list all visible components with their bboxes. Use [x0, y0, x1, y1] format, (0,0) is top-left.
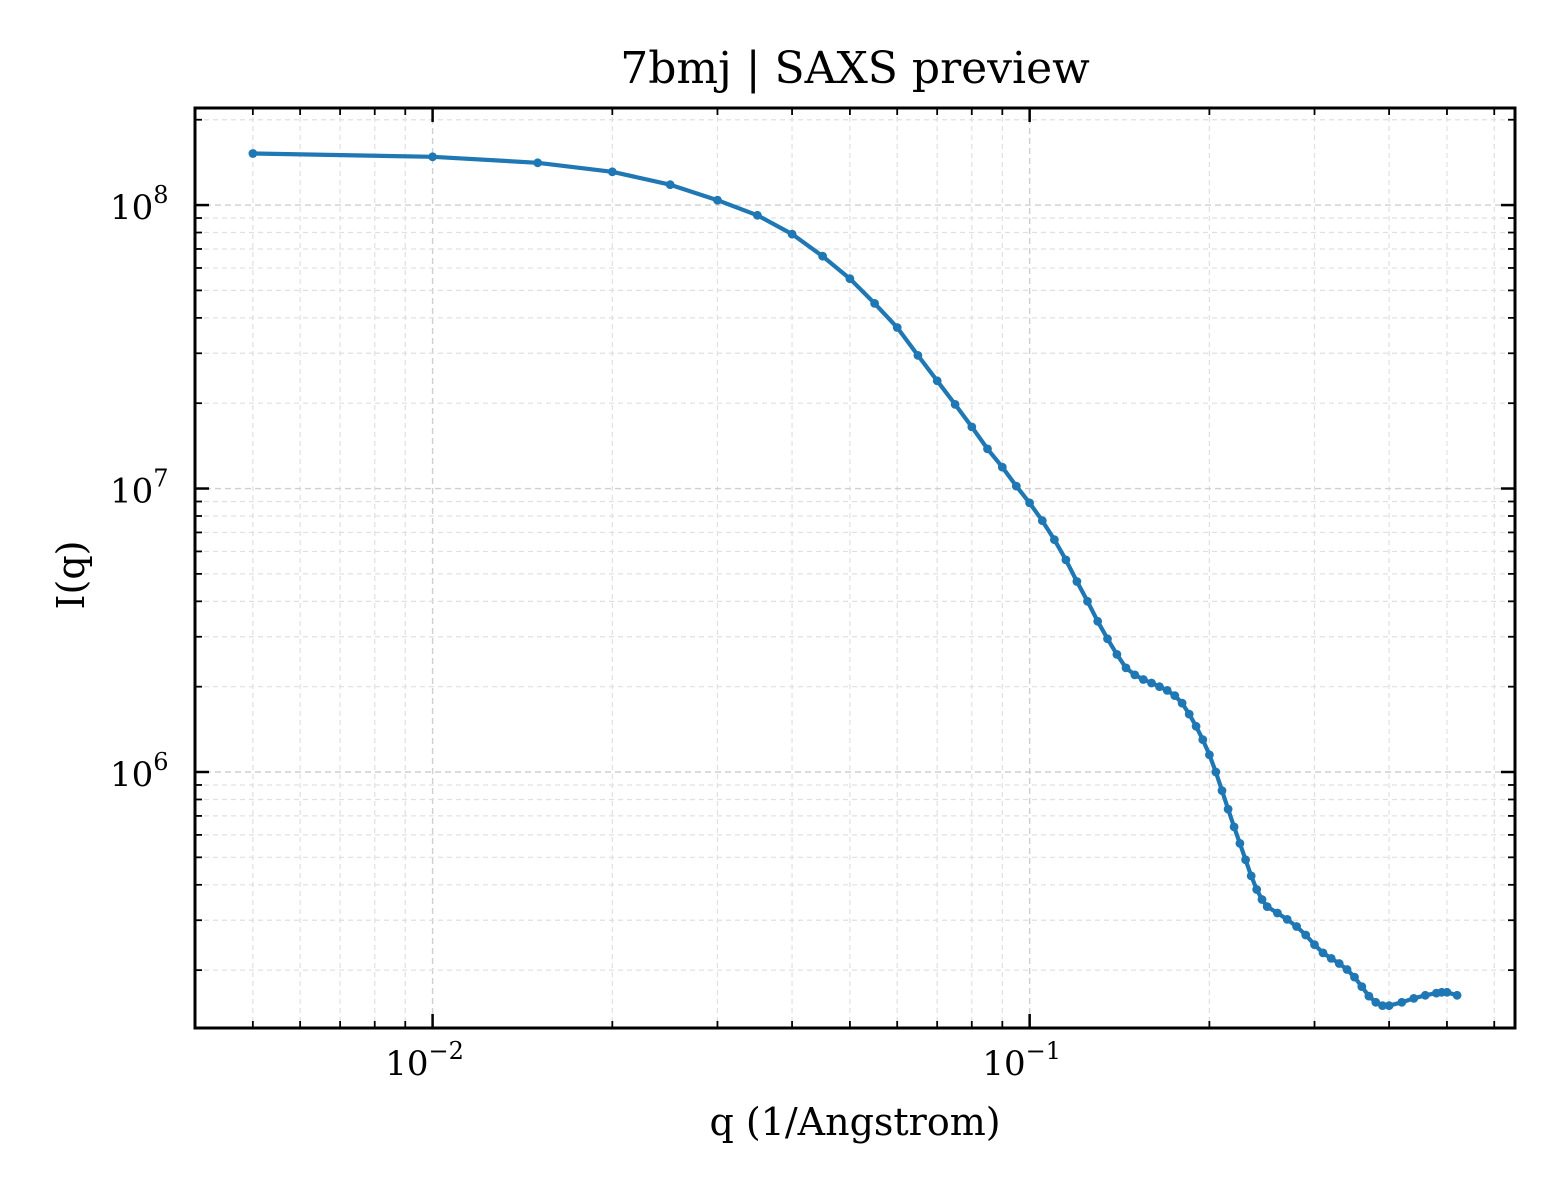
data-point	[1147, 678, 1156, 688]
series-line-layer	[250, 151, 1460, 1008]
grid	[194, 108, 1515, 1028]
data-point	[1072, 577, 1082, 586]
data-point	[1025, 498, 1034, 508]
data-point	[1318, 948, 1328, 958]
y-tick-label: 107	[110, 465, 169, 512]
data-point	[1229, 822, 1239, 832]
data-point	[428, 152, 437, 162]
data-point	[1357, 982, 1367, 991]
data-point	[1235, 839, 1245, 848]
y-axis-label: I(q)	[49, 541, 93, 610]
data-point	[1223, 804, 1233, 814]
data-point	[1326, 954, 1336, 963]
data-point	[713, 195, 722, 205]
data-point	[1378, 1001, 1387, 1010]
data-point	[1083, 596, 1092, 606]
chart-title: 7bmj | SAXS preview	[620, 43, 1090, 94]
data-point	[1241, 855, 1250, 865]
data-point	[845, 274, 855, 284]
data-point	[1191, 721, 1201, 731]
data-point	[533, 158, 543, 168]
data-point	[753, 210, 762, 220]
data-point	[1350, 972, 1359, 982]
data-point	[1050, 535, 1059, 545]
y-tick-labels: 106 107 108	[110, 181, 169, 795]
data-point	[1177, 698, 1187, 708]
data-point	[870, 299, 879, 308]
data-point	[950, 400, 960, 409]
data-point	[665, 180, 675, 190]
data-point	[1211, 767, 1221, 777]
data-point	[1384, 1001, 1394, 1010]
data-point	[1282, 915, 1292, 924]
data-point	[1061, 555, 1071, 565]
data-point	[1138, 675, 1148, 684]
data-point	[607, 167, 617, 177]
data-point	[1170, 691, 1180, 700]
data-point	[1103, 634, 1112, 644]
data-point	[983, 444, 992, 454]
data-point	[1273, 908, 1282, 918]
data-point	[1162, 686, 1172, 695]
data-point	[1452, 990, 1462, 1000]
data-marker-layer	[248, 149, 1462, 1010]
data-point	[1420, 990, 1430, 1000]
data-point	[1409, 994, 1419, 1003]
axis-ticks	[194, 108, 1515, 1028]
data-point	[1130, 670, 1140, 680]
y-tick-label: 108	[110, 181, 169, 228]
plot-frame	[193, 106, 1517, 1030]
x-tick-label: 10−2	[385, 1037, 464, 1084]
data-point	[1371, 997, 1381, 1007]
data-point	[1292, 922, 1301, 931]
data-point	[932, 376, 942, 386]
data-point	[1334, 959, 1344, 968]
data-point	[1246, 871, 1256, 881]
data-point	[787, 229, 797, 239]
data-point	[1257, 895, 1267, 904]
x-tick-label: 10−1	[982, 1037, 1061, 1084]
data-point	[1121, 663, 1131, 673]
data-point	[1112, 650, 1122, 659]
data-point	[1397, 997, 1407, 1007]
x-axis-label: q (1/Angstrom)	[709, 1100, 1000, 1144]
series-line	[250, 151, 1460, 1008]
data-point	[1198, 735, 1208, 745]
y-tick-label: 106	[110, 748, 169, 795]
data-point	[248, 149, 258, 158]
data-point	[1301, 930, 1311, 940]
data-point	[1252, 885, 1262, 894]
data-point	[967, 422, 977, 432]
data-point	[1217, 786, 1227, 795]
data-point	[1093, 616, 1103, 626]
data-point	[1442, 987, 1452, 997]
data-point	[1364, 991, 1374, 1001]
data-point	[1155, 682, 1164, 692]
data-point	[997, 462, 1007, 472]
data-point	[1342, 965, 1352, 974]
data-point	[1205, 750, 1214, 760]
data-point	[1184, 709, 1194, 719]
data-point	[913, 351, 923, 360]
data-point	[892, 323, 902, 332]
data-point	[1262, 902, 1272, 911]
data-point	[1037, 516, 1047, 526]
data-point	[1011, 481, 1021, 491]
data-point	[1310, 940, 1319, 950]
data-point	[818, 251, 827, 261]
x-tick-labels: 10−2 10−1	[385, 1037, 1061, 1084]
